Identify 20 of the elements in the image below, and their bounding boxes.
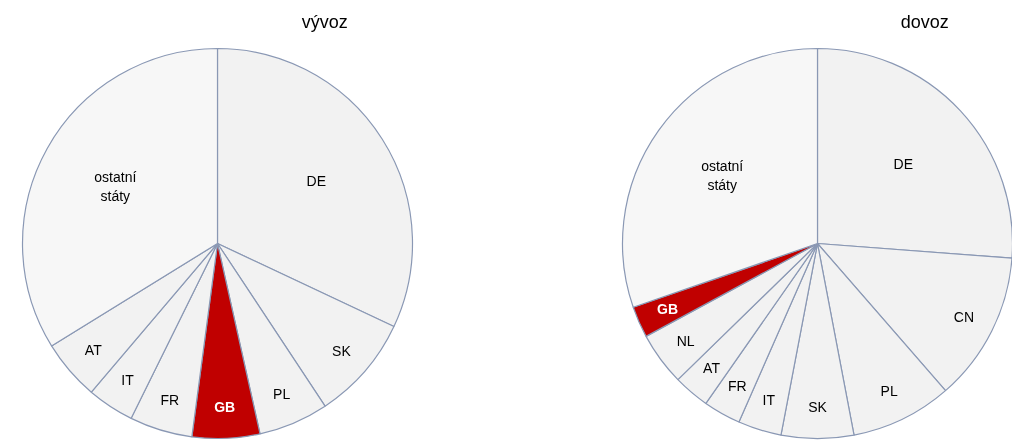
slice-label: SK [332, 342, 352, 359]
slice-label: FR [160, 392, 180, 409]
slice-label: IT [762, 391, 776, 408]
slice-label: GB [214, 399, 236, 416]
slice-label: FR [727, 378, 747, 395]
slice-label: AT [703, 360, 721, 377]
slice-label: IT [121, 372, 135, 389]
slice-label: ostatní státy [701, 158, 744, 194]
slice-label: CN [953, 308, 975, 325]
slice-label: PL [273, 386, 291, 403]
slice-label: NL [676, 332, 695, 349]
slice-label: DE [306, 172, 327, 189]
slice-label: DE [893, 155, 914, 172]
slice-label: ostatní státy [94, 168, 137, 205]
chart-title: vývoz [301, 11, 348, 32]
slice-label: SK [808, 399, 828, 416]
slice-label: GB [657, 301, 679, 318]
chart-title: dovoz [900, 11, 949, 32]
slice-label: PL [880, 382, 898, 399]
slice-label: AT [84, 342, 103, 359]
